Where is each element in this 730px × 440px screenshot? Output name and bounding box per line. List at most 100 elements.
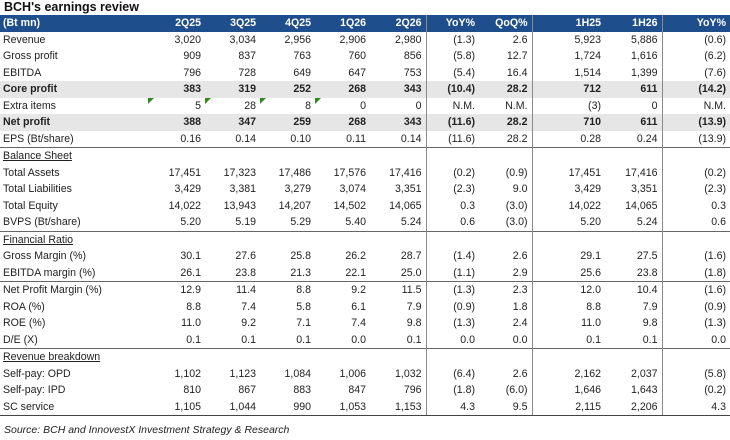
row-value: 7.9 [605,299,662,316]
cell-value: (11.6) [447,116,475,128]
cell-value: 796 [183,66,201,79]
row-label: Self-pay: IPD [3,384,66,396]
row-value: N.M. [479,98,532,115]
cell-value: 5,923 [574,33,601,46]
row-value: (5.8) [425,48,479,65]
row-value [205,147,260,165]
row-value [148,348,205,366]
row-value: 5.24 [370,214,426,231]
cell-value: 5.20 [580,216,601,228]
cell-value: 11.4 [236,284,256,296]
row-value: (6.0) [479,382,532,399]
row-value [315,348,370,366]
row-value: 2,162 [531,365,605,382]
row-value: 1,032 [370,366,426,383]
row-value: 5,923 [531,31,605,48]
cell-value: 11.0 [181,317,201,329]
cell-value: 3,074 [339,183,366,195]
row-value [260,230,315,248]
row-value: 3,381 [205,181,260,198]
row-value [315,230,370,248]
cell-value: (2.3) [453,183,475,195]
table-row: Core profit 383 319 252 268 343 (10.4) 28.2 712 6… [0,81,730,98]
row-value [605,230,662,248]
row-label: ROA (%) [3,300,45,313]
row-value: 1,153 [370,398,426,416]
row-value: 867 [205,382,260,399]
cell-value: 28.2 [506,116,528,128]
row-value: 8.8 [531,298,605,315]
row-value: 23.8 [605,265,662,282]
cell-value: 8.8 [586,300,601,313]
row-value: 710 [531,114,605,131]
table-row: D/E (X) 0.1 0.1 0.1 0.0 0.1 0.0 0.0 0.1 0.1 0.0 [0,331,730,349]
cell-value: 14,065 [625,199,658,212]
row-value: 0.1 [148,332,205,349]
row-value: 2,956 [260,32,315,49]
row-value: 9.5 [479,398,532,416]
cell-value: 9.8 [642,317,658,329]
row-value [605,348,662,366]
row-value: 28.7 [370,248,426,265]
cell-value: 17,486 [278,166,311,179]
row-value: 29.1 [531,248,605,265]
table-row: Balance Sheet [0,147,730,165]
row-value: 3,429 [531,181,605,198]
header-col: 1H26 [605,15,662,32]
cell-value: 0.6 [460,216,475,228]
row-label: Revenue breakdown [0,348,148,366]
header-col: QoQ% [479,15,532,32]
row-value: 5.19 [205,214,260,231]
row-value: 909 [148,48,205,65]
row-label: Net Profit Margin (%) [0,281,148,299]
row-value: 796 [370,382,426,399]
cell-value: 12.0 [580,284,601,296]
cell-value: 760 [348,50,366,62]
cell-value: 1,399 [630,66,658,79]
row-label: Total Equity [3,199,58,212]
table-row: EPS (Bt/share) 0.16 0.14 0.10 0.11 0.14 (11.6)… [0,130,730,148]
row-value: 25.0 [370,265,426,282]
row-value: (6.4) [425,365,479,382]
row-value: (1.6) [661,281,730,299]
row-value: 11.0 [531,315,605,332]
row-value [661,147,730,165]
row-value: (5.8) [661,365,730,382]
cell-value: 647 [348,66,366,79]
cell-value: (5.8) [453,50,475,62]
row-value: 1,053 [315,398,370,416]
row-value: 810 [148,382,205,399]
cell-value: 10.4 [636,284,658,296]
row-value: 319 [205,81,260,98]
cell-value: (3.0) [505,199,528,212]
table-row: EBITDA 796 728 649 647 753 (5.4) 16.4 1,514 1,399… [0,64,730,81]
cell-value: 1,724 [574,50,601,62]
cell-value: 9.5 [512,400,528,413]
row-label: EBITDA [3,66,42,79]
cell-value: 2.3 [512,284,528,296]
row-value: 9.2 [205,315,260,332]
cell-value: 7.4 [241,300,256,313]
table-row: Total Assets 17,451 17,323 17,486 17,576 17,4… [0,164,730,181]
row-value: 1,123 [205,366,260,383]
row-value: 7.1 [260,315,315,332]
row-value: 17,451 [531,164,605,181]
row-value: 9.2 [315,281,370,299]
comment-marker-icon [260,97,266,104]
row-value: 0.0 [479,332,532,349]
cell-value: (1.6) [704,250,726,262]
cell-value: 1,006 [339,367,366,380]
row-value: 22.1 [315,265,370,282]
cell-value: 1.8 [512,300,528,313]
row-value [315,147,370,165]
row-label: Total Assets [3,166,60,179]
row-value: 9.8 [605,315,662,332]
row-value [479,230,532,248]
cell-value: 388 [183,116,201,128]
row-value: 2.6 [479,366,532,383]
row-value: 343 [370,114,426,131]
row-label: Gross Margin (%) [3,250,86,262]
row-value: 1,643 [605,382,662,399]
table-row: Gross profit 909 837 763 760 856 (5.8) 12.7 1,72… [0,48,730,65]
cell-value: 12.7 [506,50,528,62]
